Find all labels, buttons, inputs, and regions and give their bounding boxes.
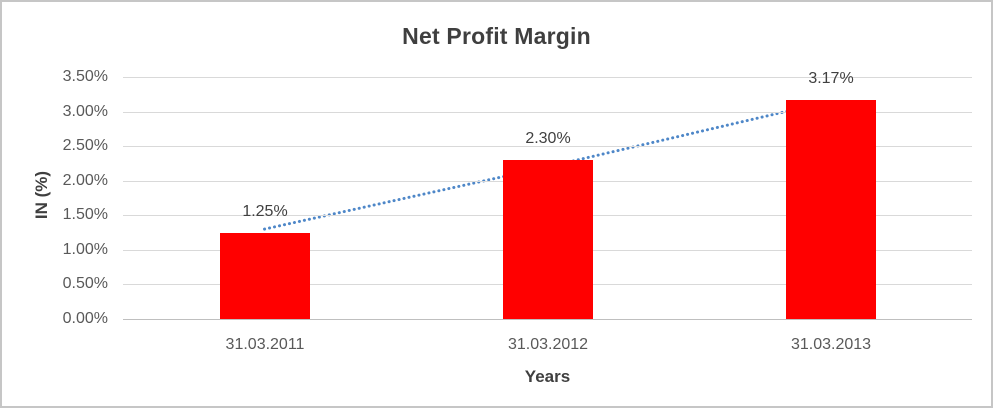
bar-data-label: 3.17% (808, 70, 854, 87)
y-tick-label: 1.00% (62, 241, 108, 258)
y-tick-label: 3.00% (62, 103, 108, 120)
y-tick-label: 2.00% (62, 172, 108, 189)
bar-data-label: 2.30% (525, 130, 571, 147)
y-tick-label: 1.50% (62, 206, 108, 223)
x-axis-line (123, 319, 972, 320)
gridline (123, 77, 972, 78)
chart-title: Net Profit Margin (402, 23, 591, 49)
y-tick-label: 0.50% (62, 275, 108, 292)
gridline (123, 112, 972, 113)
plot-area (123, 77, 972, 320)
x-tick-label: 31.03.2012 (507, 336, 589, 353)
y-tick-label: 0.00% (62, 310, 108, 327)
bar-data-label: 1.25% (242, 203, 288, 220)
x-tick-label: 31.03.2013 (790, 336, 872, 353)
x-axis-title: Years (524, 367, 571, 386)
bar (220, 233, 310, 319)
gridline (123, 146, 972, 147)
y-tick-label: 3.50% (62, 68, 108, 85)
bar (503, 160, 593, 319)
y-tick-label: 2.50% (62, 137, 108, 154)
bar (786, 100, 876, 319)
x-tick-label: 31.03.2011 (225, 336, 305, 353)
